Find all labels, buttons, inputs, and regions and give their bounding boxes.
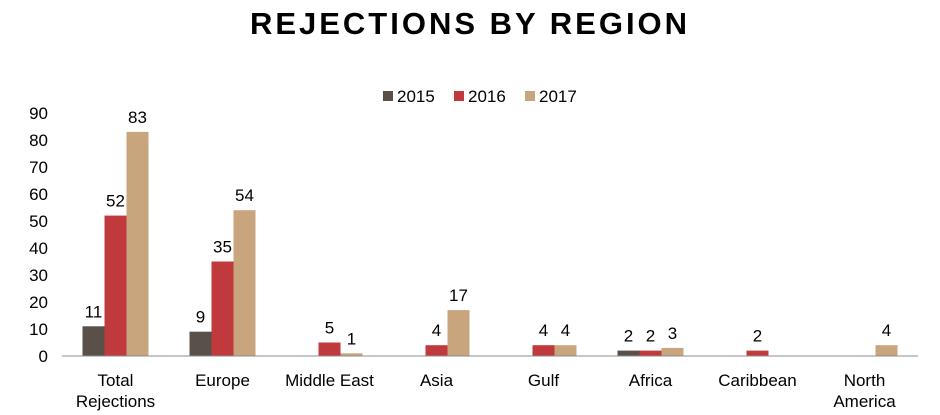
- bar-2016: [639, 350, 662, 356]
- legend-swatch: [454, 91, 464, 101]
- legend-swatch: [525, 91, 535, 101]
- bar-2016: [318, 342, 341, 356]
- data-label: 2: [753, 327, 762, 346]
- bar-2017: [554, 345, 577, 356]
- data-label: 17: [449, 286, 468, 305]
- x-category-label: Africa: [629, 371, 673, 390]
- legend: 2015 2016 2017: [383, 87, 577, 106]
- bar-2016: [532, 345, 555, 356]
- bar-2015: [617, 350, 640, 356]
- x-category-label: Middle East: [285, 371, 374, 390]
- x-category-label: Gulf: [528, 371, 559, 390]
- data-label: 4: [539, 321, 548, 340]
- x-category-label: North America: [833, 371, 896, 411]
- bars: [82, 131, 898, 356]
- bar-2015: [189, 331, 212, 356]
- legend-label: 2016: [468, 87, 506, 106]
- x-category-label: Caribbean: [718, 371, 796, 390]
- x-category-label: Europe: [195, 371, 250, 390]
- bar-2017: [875, 345, 898, 356]
- y-tick-label: 70: [29, 158, 48, 177]
- y-tick-label: 20: [29, 293, 48, 312]
- y-tick-label: 80: [29, 131, 48, 150]
- data-label: 54: [235, 186, 254, 205]
- x-category-label: Total Rejections: [76, 371, 155, 411]
- legend-label: 2015: [397, 87, 435, 106]
- y-tick-label: 30: [29, 266, 48, 285]
- data-label: 2: [646, 327, 655, 346]
- y-axis: 0 10 20 30 40 50 60 70 80 90: [29, 104, 48, 366]
- y-tick-label: 10: [29, 320, 48, 339]
- data-label: 11: [85, 302, 103, 321]
- data-label: 83: [128, 108, 147, 127]
- data-label: 4: [432, 321, 441, 340]
- data-label: 5: [325, 319, 334, 338]
- data-label: 3: [668, 324, 677, 343]
- bar-2016: [211, 261, 234, 356]
- legend-swatch: [383, 91, 393, 101]
- bar-2016: [104, 215, 127, 356]
- bar-2017: [447, 310, 470, 356]
- data-label: 1: [347, 329, 356, 348]
- bar-2016: [746, 350, 769, 356]
- data-label: 4: [561, 321, 570, 340]
- legend-label: 2017: [539, 87, 577, 106]
- chart-title: REJECTIONS BY REGION: [249, 6, 691, 41]
- x-category-label: Asia: [420, 371, 454, 390]
- data-label: 9: [196, 308, 205, 327]
- x-axis: Total Rejections Europe Middle East Asia Gulf…: [62, 355, 918, 411]
- data-label: 2: [624, 327, 633, 346]
- y-tick-label: 0: [39, 347, 48, 366]
- y-tick-label: 60: [29, 185, 48, 204]
- bar-2017: [126, 131, 149, 356]
- bar-2016: [425, 345, 448, 356]
- y-tick-label: 90: [29, 104, 48, 123]
- y-tick-label: 50: [29, 212, 48, 231]
- bar-2015: [82, 326, 105, 356]
- bar-2017: [233, 210, 256, 356]
- data-label: 52: [106, 192, 125, 211]
- data-label: 4: [882, 321, 891, 340]
- y-tick-label: 40: [29, 239, 48, 258]
- bar-2017: [340, 353, 363, 356]
- bar-2017: [661, 347, 684, 356]
- data-label: 35: [213, 238, 232, 257]
